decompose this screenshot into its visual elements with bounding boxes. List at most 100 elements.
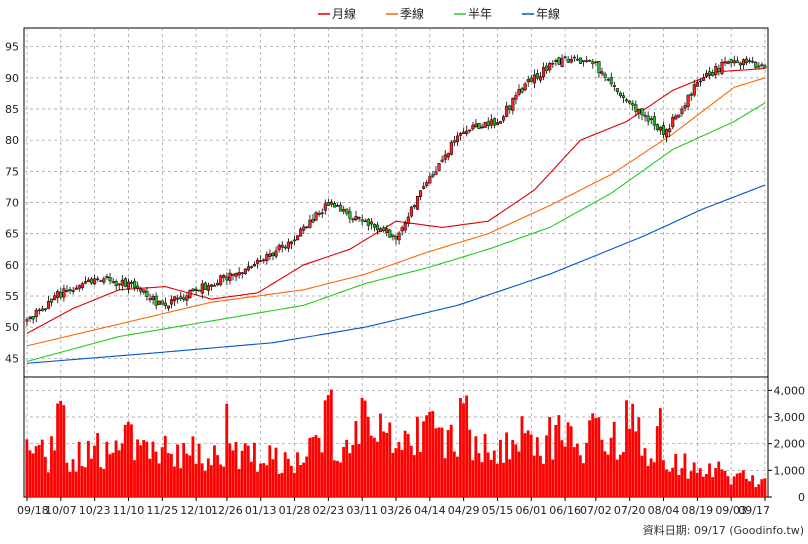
candle	[222, 273, 226, 283]
x-tick-label: 03/11	[346, 504, 378, 517]
x-tick-label: 06/01	[515, 504, 547, 517]
volume-bar	[53, 450, 56, 497]
candle	[188, 289, 192, 299]
volume-bar	[548, 417, 552, 497]
volume-bar	[459, 397, 462, 497]
candle	[200, 279, 204, 299]
candle	[360, 214, 364, 226]
volume-bar	[723, 470, 727, 497]
volume-bar	[628, 428, 631, 497]
candle	[505, 101, 509, 118]
candle	[253, 261, 257, 267]
volume-bar	[412, 455, 416, 497]
candle	[449, 140, 453, 156]
price-tick-label: 50	[5, 321, 19, 334]
legend-item-1: 月線	[318, 6, 356, 21]
candle	[760, 62, 764, 68]
candle	[708, 66, 712, 80]
volume-bar	[557, 415, 561, 497]
candle	[711, 69, 715, 77]
volume-bar	[369, 435, 373, 497]
candle	[53, 292, 57, 301]
x-tick-label: 07/20	[614, 504, 646, 517]
candle	[606, 77, 610, 82]
candle	[40, 305, 44, 312]
volume-bar	[569, 426, 573, 497]
candle	[179, 291, 183, 302]
volume-bar	[652, 462, 656, 497]
volume-bar	[480, 462, 484, 497]
volume-bar	[732, 476, 736, 497]
volume-bar	[517, 451, 521, 497]
volume-bar	[625, 400, 628, 497]
candle	[342, 205, 346, 215]
price-y-axis: 45 50 55 60 65 70 75 80 85 90 95	[5, 41, 19, 366]
candle	[363, 218, 367, 222]
candle	[130, 279, 134, 289]
candle	[748, 57, 752, 64]
volume-tick-label: 1,000	[774, 464, 806, 477]
volume-bar	[714, 468, 718, 497]
candle	[609, 72, 613, 87]
volume-bar	[520, 416, 524, 497]
volume-bar	[738, 472, 742, 497]
candle	[56, 289, 60, 304]
price-tick-label: 85	[5, 103, 19, 116]
candle	[323, 199, 327, 215]
candle	[428, 172, 432, 184]
candle	[274, 246, 278, 259]
candle	[102, 276, 106, 285]
x-tick-label: 11/25	[146, 504, 178, 517]
candle	[661, 121, 666, 139]
volume-bar	[505, 432, 508, 497]
candle	[382, 225, 386, 233]
volume-bar	[305, 456, 309, 497]
x-tick-label: 08/19	[681, 504, 713, 517]
candle	[31, 316, 35, 324]
volume-bar	[566, 422, 570, 497]
volume-bar	[219, 464, 223, 497]
candle	[680, 105, 684, 117]
price-tick-label: 95	[5, 41, 19, 54]
candle	[372, 223, 377, 232]
volume-bar	[28, 450, 32, 497]
volume-bar	[588, 420, 592, 497]
candle	[283, 244, 287, 251]
candle	[302, 223, 306, 235]
volume-bar	[323, 400, 327, 497]
volume-bar	[37, 445, 41, 497]
price-tick-label: 80	[5, 134, 19, 147]
x-tick-label: 05/15	[482, 504, 514, 517]
volume-bar	[299, 464, 302, 497]
volume-bar	[391, 452, 395, 497]
legend-item-4: 年線	[522, 6, 560, 21]
candle	[391, 234, 395, 241]
volume-bar	[80, 466, 84, 497]
candle	[754, 61, 758, 70]
volume-bar	[160, 447, 164, 497]
volume-bar	[265, 465, 269, 497]
data-date-footer: 資料日期: 09/17 (Goodinfo.tw)	[643, 523, 804, 537]
volume-bar	[222, 466, 226, 497]
volume-bar	[622, 452, 625, 497]
volume-bar	[560, 440, 564, 497]
volume-bar	[345, 439, 349, 497]
volume-bar	[126, 421, 130, 497]
volume-bar	[606, 454, 610, 497]
x-tick-label: 10/23	[79, 504, 111, 517]
volume-bar	[698, 468, 702, 497]
candle	[99, 280, 103, 282]
volume-bar	[406, 434, 410, 497]
volume-bar	[243, 443, 247, 497]
candle	[468, 129, 472, 134]
volume-bar	[754, 487, 758, 497]
volume-bar	[748, 481, 751, 497]
volume-bar	[523, 433, 527, 497]
candle	[43, 308, 48, 312]
volume-bar	[499, 439, 502, 497]
price-grid	[24, 28, 768, 377]
volume-bar	[194, 463, 198, 497]
candle	[126, 278, 131, 294]
volume-bar	[495, 463, 499, 497]
